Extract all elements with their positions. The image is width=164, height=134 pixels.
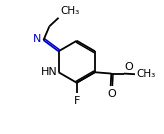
Text: N: N [33, 34, 41, 44]
Text: CH₃: CH₃ [60, 6, 79, 16]
Text: O: O [107, 89, 116, 99]
Text: CH₃: CH₃ [136, 69, 155, 79]
Text: HN: HN [41, 67, 57, 77]
Text: F: F [74, 96, 80, 106]
Text: O: O [124, 62, 133, 72]
